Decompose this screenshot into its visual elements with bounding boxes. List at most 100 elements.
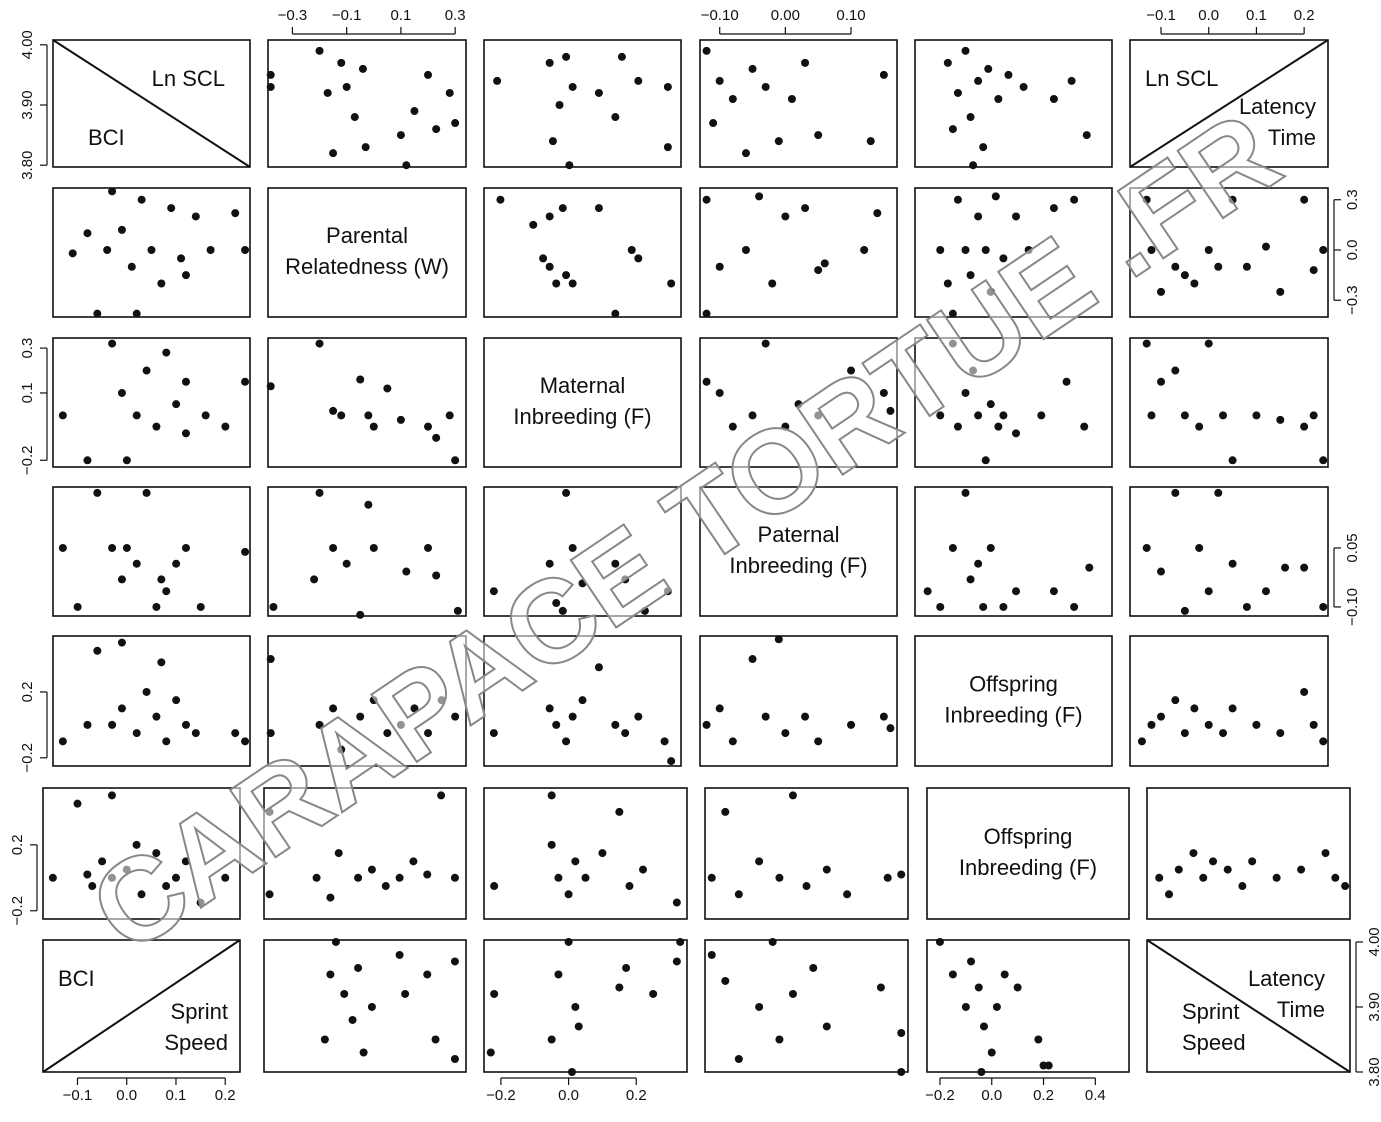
panel-frame bbox=[914, 39, 1113, 168]
point bbox=[775, 873, 784, 882]
point bbox=[847, 366, 856, 375]
point bbox=[748, 64, 757, 73]
variable-label: Sprint bbox=[1182, 999, 1239, 1024]
point bbox=[814, 266, 823, 275]
point bbox=[1034, 1035, 1043, 1044]
point bbox=[142, 687, 151, 696]
point bbox=[1214, 488, 1223, 497]
point bbox=[241, 547, 250, 556]
point bbox=[814, 131, 823, 140]
variable-label: BCI bbox=[58, 966, 95, 991]
point bbox=[1300, 687, 1309, 696]
point bbox=[621, 575, 630, 584]
point bbox=[142, 488, 151, 497]
point bbox=[431, 1035, 440, 1044]
x-tick-label: 0.0 bbox=[1198, 7, 1219, 24]
point bbox=[142, 366, 151, 375]
point bbox=[568, 712, 577, 721]
variable-label: Offspring bbox=[969, 671, 1058, 696]
point bbox=[1157, 287, 1166, 296]
x-tick-label: −0.3 bbox=[278, 7, 308, 24]
point bbox=[545, 559, 554, 568]
point bbox=[558, 204, 567, 213]
point bbox=[529, 220, 538, 229]
point bbox=[974, 983, 983, 992]
point bbox=[545, 58, 554, 67]
point bbox=[886, 406, 895, 415]
x-tick-label: 0.3 bbox=[445, 7, 466, 24]
point bbox=[1137, 737, 1146, 746]
x-tick-label: −0.2 bbox=[486, 1087, 516, 1104]
point bbox=[315, 488, 324, 497]
point bbox=[231, 729, 240, 738]
panel-frame bbox=[699, 486, 898, 617]
point bbox=[781, 212, 790, 221]
point bbox=[1331, 873, 1340, 882]
point bbox=[1157, 567, 1166, 576]
point bbox=[568, 279, 577, 288]
variable-label: Ln SCL bbox=[1145, 66, 1218, 91]
point bbox=[1321, 849, 1330, 858]
point bbox=[1261, 242, 1270, 251]
panel-frame bbox=[914, 486, 1113, 617]
point bbox=[748, 655, 757, 664]
point bbox=[1276, 287, 1285, 296]
point bbox=[1242, 602, 1251, 611]
point bbox=[107, 873, 116, 882]
panel-frame bbox=[52, 39, 251, 168]
point bbox=[936, 245, 945, 254]
y-tick-label: 0.2 bbox=[9, 834, 26, 855]
panel-frame bbox=[52, 187, 251, 318]
x-tick-label: 0.1 bbox=[1246, 7, 1267, 24]
point bbox=[1171, 488, 1180, 497]
point bbox=[715, 262, 724, 271]
point bbox=[1272, 873, 1281, 882]
x-tick-label: 0.2 bbox=[1033, 1087, 1054, 1104]
panel-frame bbox=[267, 187, 467, 318]
point bbox=[555, 101, 564, 110]
point bbox=[565, 161, 574, 170]
point bbox=[801, 204, 810, 213]
point bbox=[741, 149, 750, 158]
panel-frame bbox=[483, 787, 688, 920]
point bbox=[1062, 377, 1071, 386]
y-tick-label: 0.1 bbox=[19, 383, 36, 404]
point bbox=[562, 488, 571, 497]
point bbox=[801, 712, 810, 721]
x-tick-label: 0.1 bbox=[166, 1087, 187, 1104]
y-tick-label: −0.2 bbox=[19, 445, 36, 475]
point bbox=[93, 309, 102, 318]
point bbox=[383, 729, 392, 738]
point bbox=[269, 602, 278, 611]
point bbox=[953, 195, 962, 204]
point bbox=[961, 46, 970, 55]
point bbox=[396, 415, 405, 424]
panel-frame bbox=[1129, 337, 1329, 468]
point bbox=[1070, 602, 1079, 611]
panel-frame bbox=[699, 187, 898, 318]
point bbox=[775, 1035, 784, 1044]
point bbox=[191, 729, 200, 738]
point bbox=[1248, 857, 1257, 866]
variable-label: Offspring bbox=[984, 824, 1073, 849]
panel-frame bbox=[704, 787, 909, 920]
point bbox=[424, 543, 433, 552]
point bbox=[152, 712, 161, 721]
point bbox=[315, 339, 324, 348]
panel-frame bbox=[267, 635, 467, 767]
point bbox=[562, 271, 571, 280]
point bbox=[897, 1028, 906, 1037]
point bbox=[310, 575, 319, 584]
variable-label: Speed bbox=[1182, 1030, 1246, 1055]
point bbox=[987, 1048, 996, 1057]
point bbox=[241, 377, 250, 386]
point bbox=[58, 737, 67, 746]
point bbox=[437, 791, 446, 800]
point bbox=[1300, 422, 1309, 431]
point bbox=[221, 422, 230, 431]
point bbox=[594, 204, 603, 213]
point bbox=[966, 575, 975, 584]
point bbox=[594, 88, 603, 97]
point bbox=[1309, 411, 1318, 420]
y-tick-label: 4.00 bbox=[19, 30, 36, 59]
